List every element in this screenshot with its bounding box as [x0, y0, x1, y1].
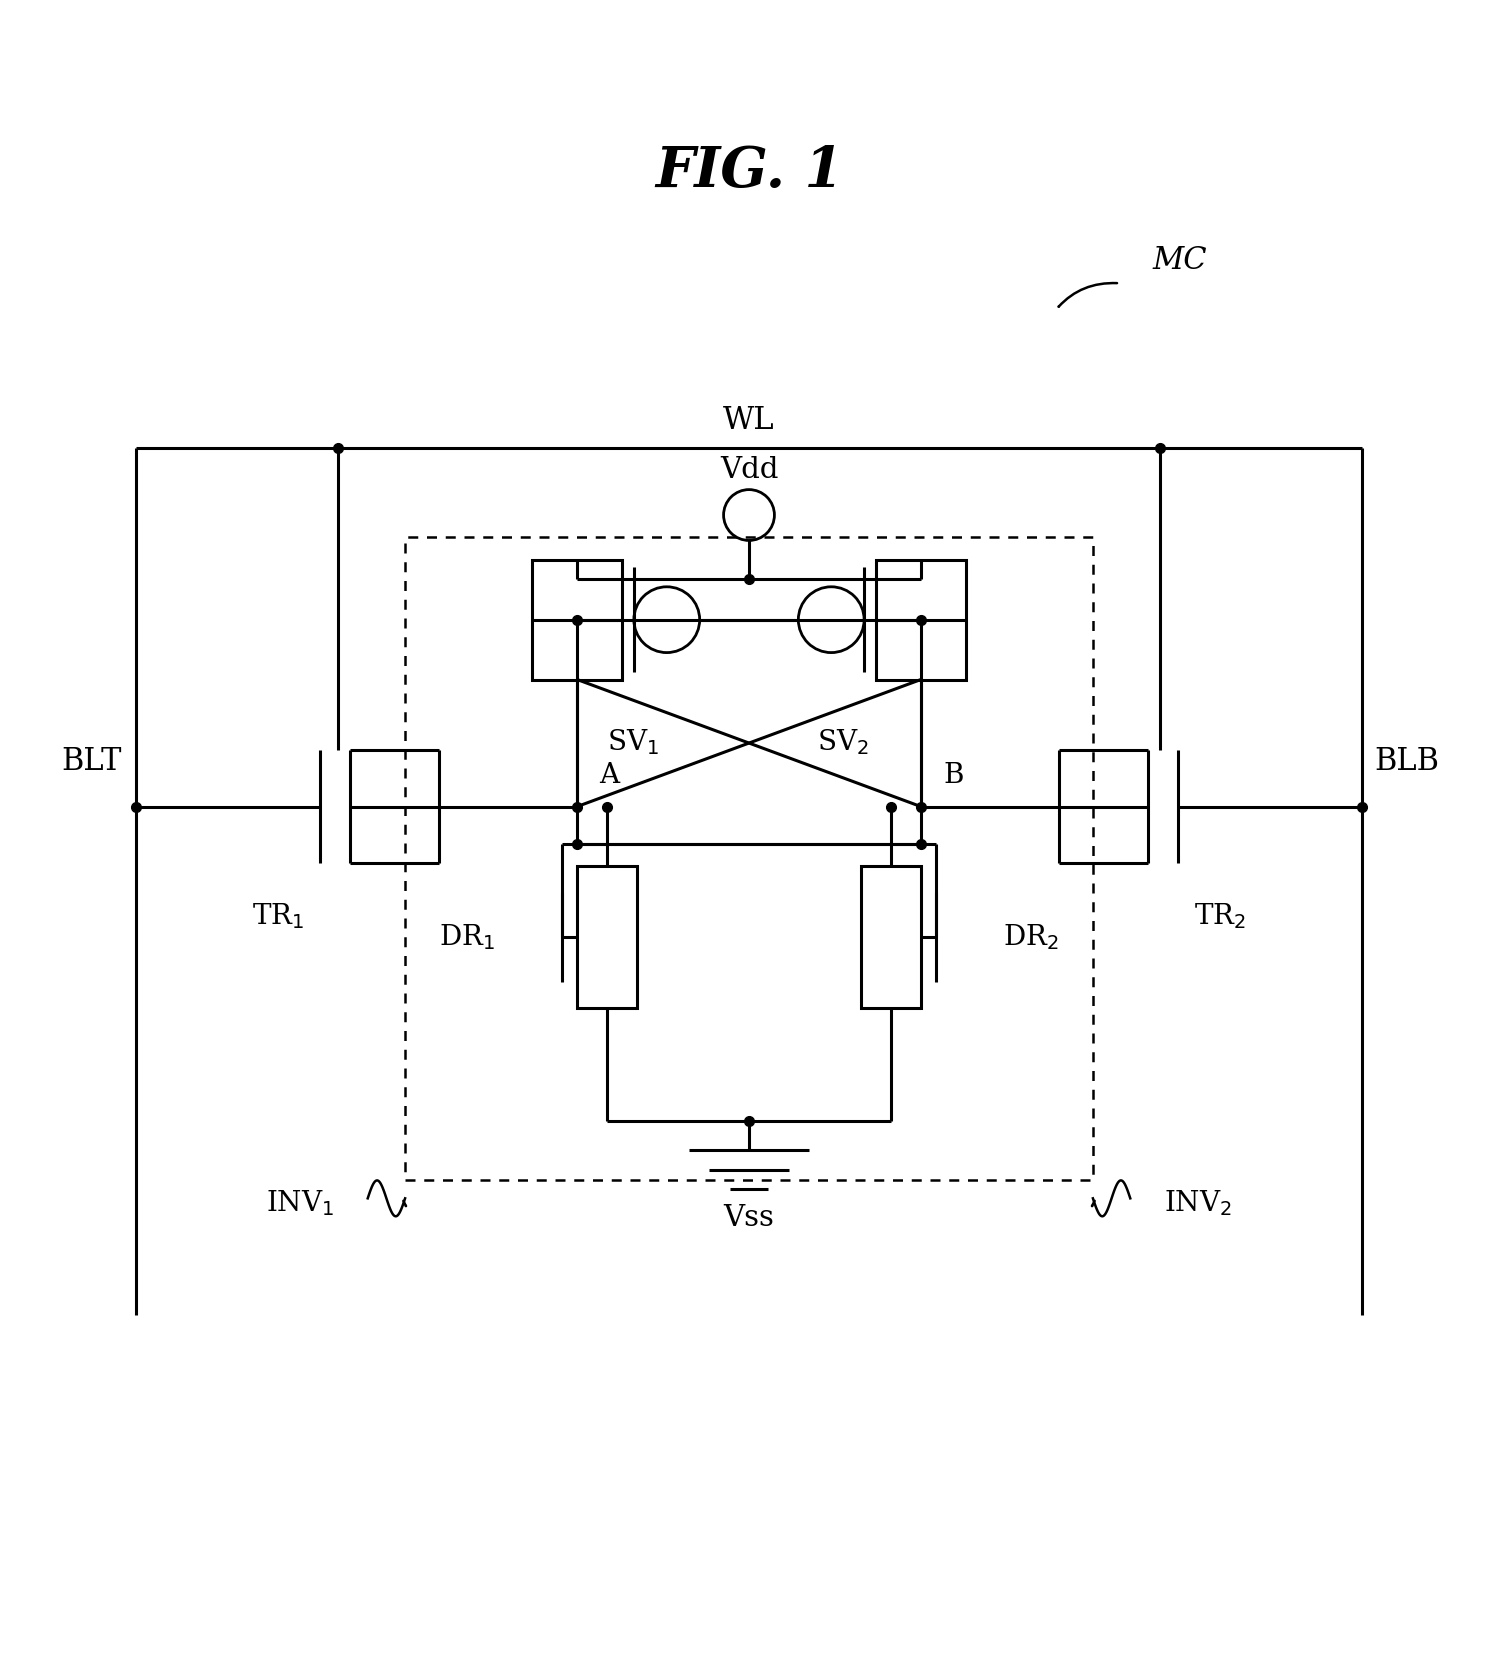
Text: DR$_2$: DR$_2$	[1004, 922, 1059, 952]
Text: SV$_1$: SV$_1$	[607, 728, 659, 758]
Text: MC: MC	[1152, 246, 1207, 276]
Text: A: A	[599, 761, 620, 788]
Text: TR$_1$: TR$_1$	[252, 900, 304, 930]
Bar	[861, 867, 921, 1009]
Text: BLT: BLT	[61, 746, 121, 778]
Text: Vss: Vss	[724, 1205, 774, 1231]
Text: INV$_2$: INV$_2$	[1164, 1188, 1231, 1218]
Bar	[532, 560, 622, 679]
Bar	[876, 560, 966, 679]
Text: TR$_2$: TR$_2$	[1194, 900, 1246, 930]
Text: FIG. 1: FIG. 1	[655, 144, 843, 199]
Text: INV$_1$: INV$_1$	[267, 1188, 334, 1218]
Text: WL: WL	[724, 405, 774, 437]
Text: DR$_1$: DR$_1$	[439, 922, 494, 952]
Text: BLB: BLB	[1374, 746, 1440, 778]
Text: SV$_2$: SV$_2$	[816, 728, 869, 758]
Bar	[577, 867, 637, 1009]
Text: Vdd: Vdd	[721, 457, 777, 483]
Bar	[404, 537, 1094, 1181]
Text: B: B	[944, 761, 963, 788]
